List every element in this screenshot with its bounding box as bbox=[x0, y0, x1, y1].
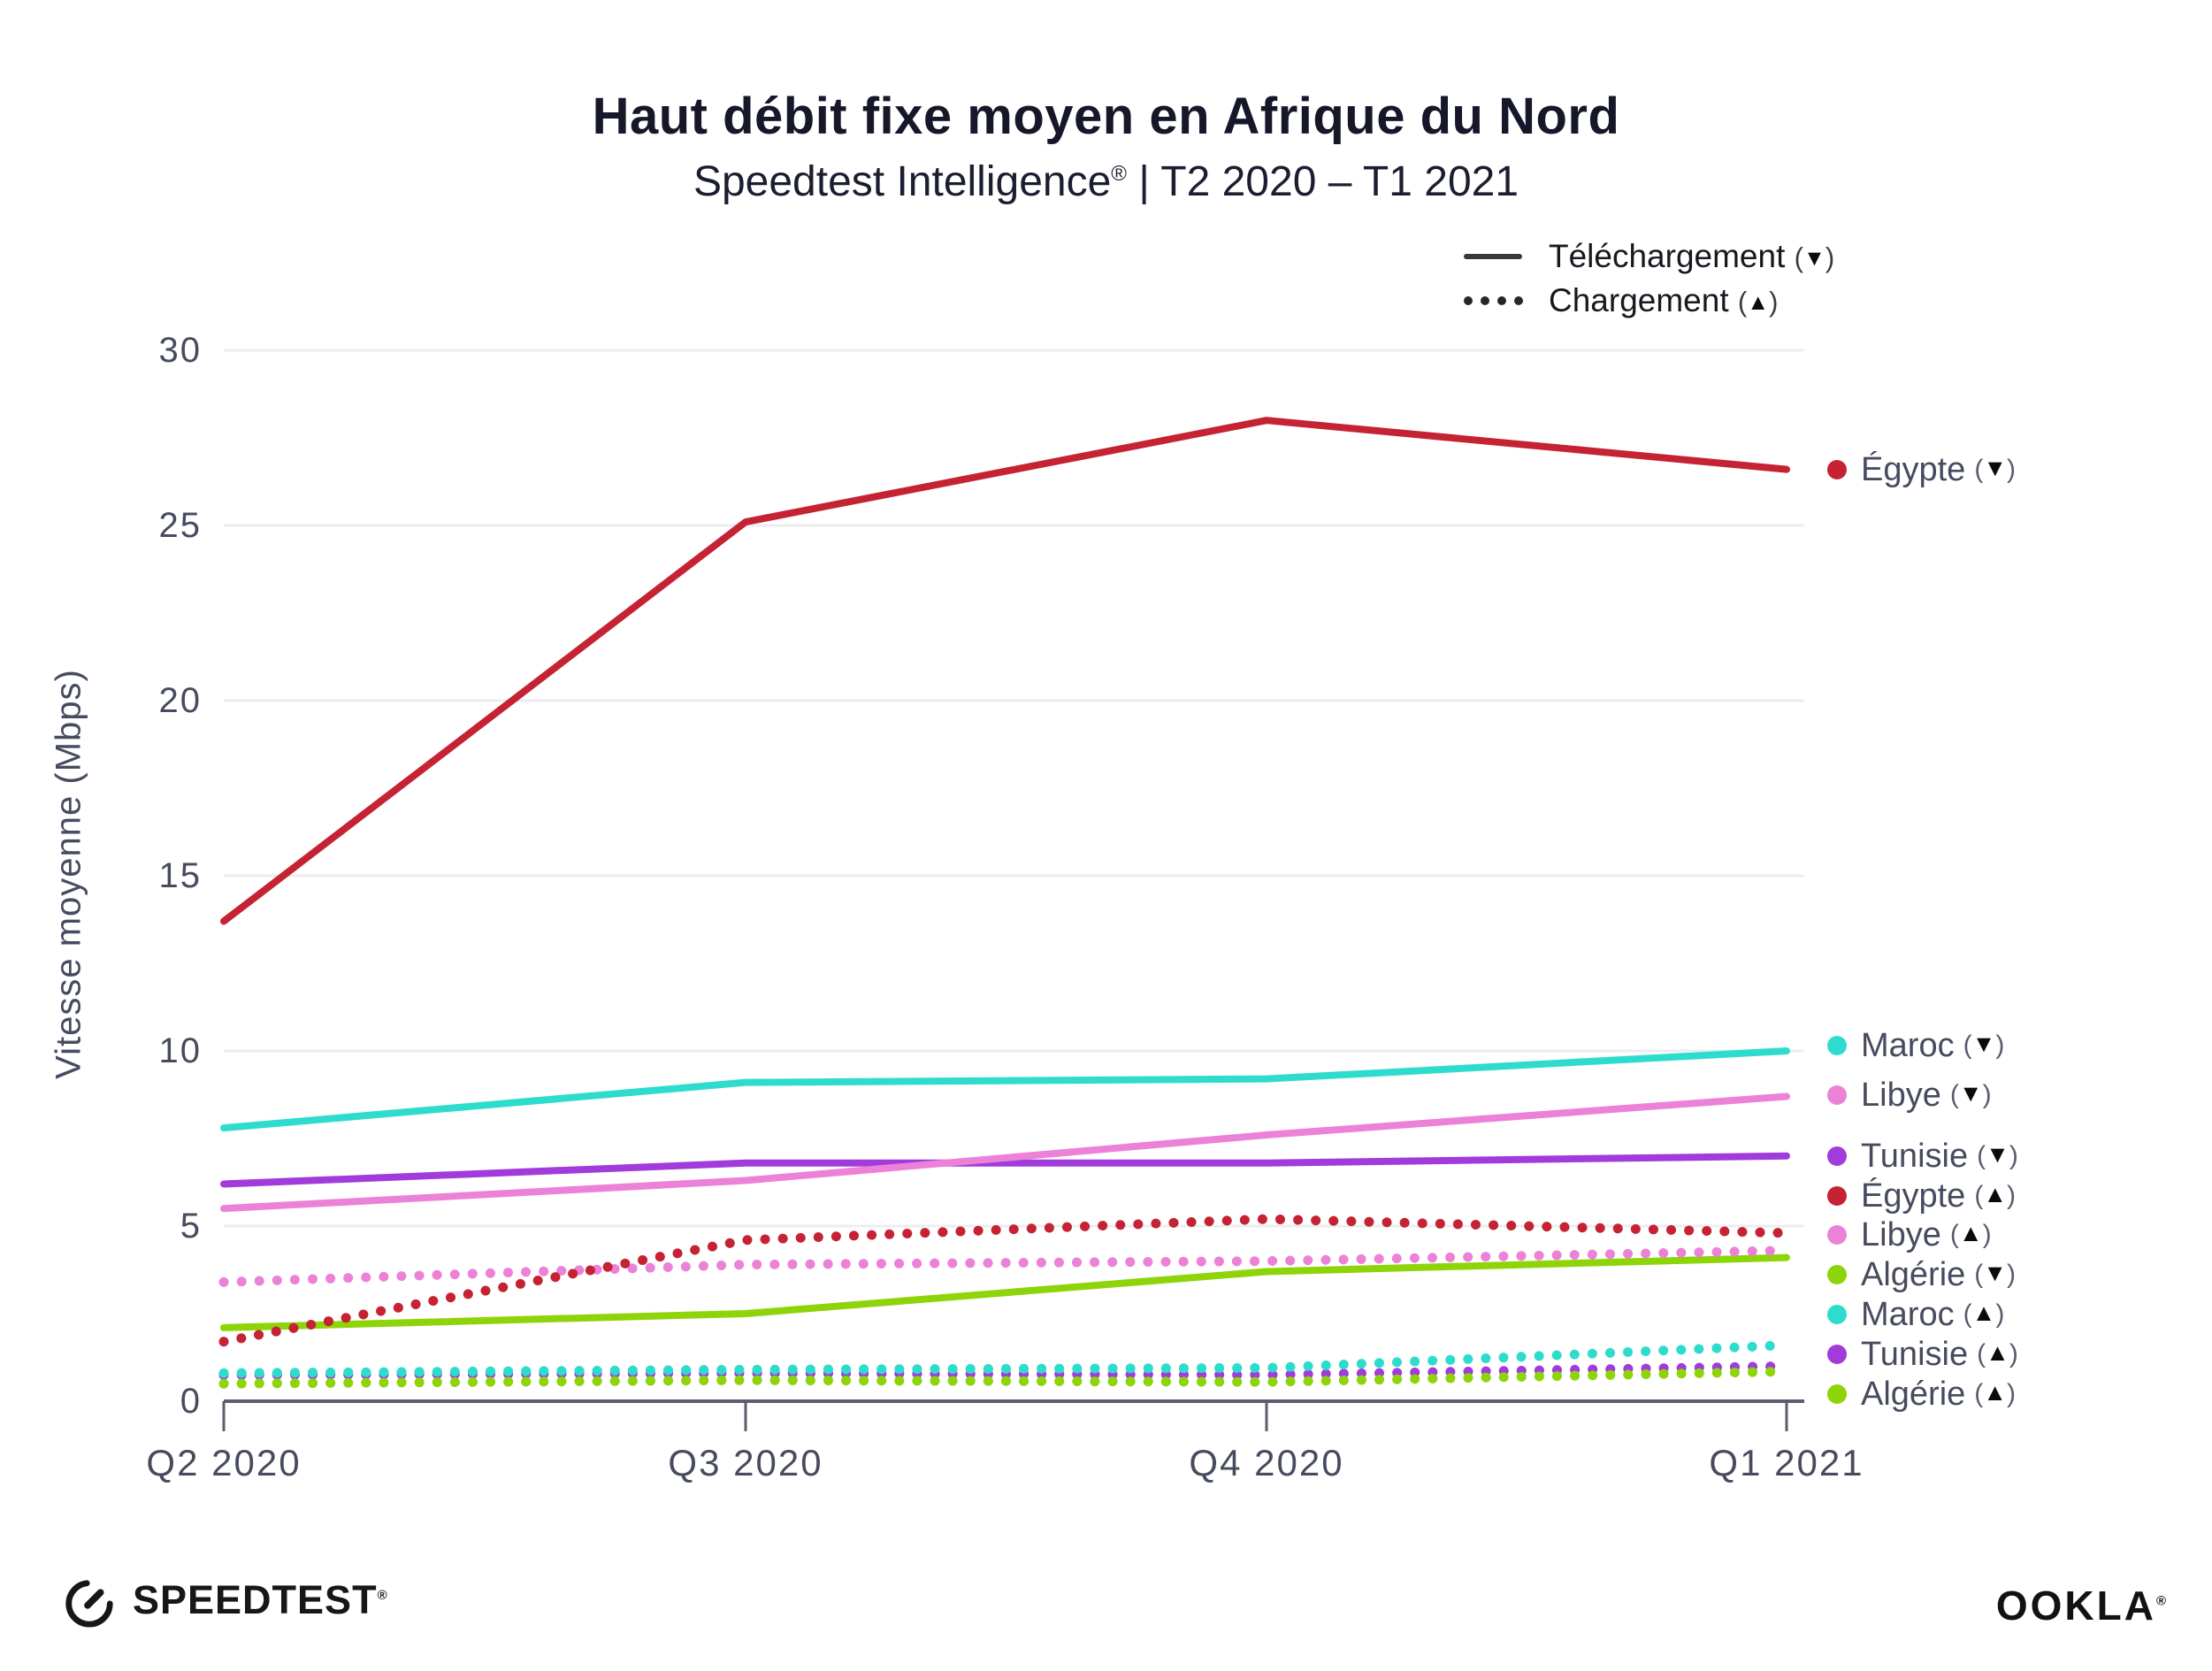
series-color-dot-icon bbox=[1827, 1085, 1847, 1105]
up-triangle-icon: ▲ bbox=[1971, 1299, 1996, 1326]
registered-mark: ® bbox=[377, 1588, 388, 1603]
x-tick-label: Q4 2020 bbox=[1189, 1442, 1344, 1483]
dotted-line-swatch-icon bbox=[1464, 296, 1523, 305]
series-label-libye: Libye(▼) bbox=[1827, 1070, 1992, 1120]
y-tick-label: 20 bbox=[158, 681, 202, 720]
down-triangle-icon: ▼ bbox=[1971, 1030, 1996, 1057]
legend-download-label: Téléchargement (▼) bbox=[1549, 238, 1835, 274]
series-label-maroc: Maroc(▲) bbox=[1827, 1290, 2004, 1339]
page-title: Haut débit fixe moyen en Afrique du Nord bbox=[592, 88, 1620, 145]
series-color-dot-icon bbox=[1827, 1146, 1847, 1166]
solid-line-swatch-icon bbox=[1464, 254, 1522, 259]
y-tick-label: 30 bbox=[158, 331, 202, 370]
up-triangle-icon: ▲ bbox=[1747, 290, 1770, 315]
series-line-libye-upload bbox=[218, 1246, 1792, 1287]
series-color-dot-icon bbox=[1827, 460, 1847, 479]
series-label-égypte: Égypte(▲) bbox=[1827, 1171, 2016, 1221]
series-label-libye: Libye(▲) bbox=[1827, 1210, 1992, 1260]
series-label-égypte: Égypte(▼) bbox=[1827, 445, 2016, 494]
speedtest-wordmark: SPEEDTEST® bbox=[133, 1577, 388, 1622]
series-line-algérie-upload bbox=[218, 1366, 1792, 1389]
series-color-dot-icon bbox=[1827, 1036, 1847, 1055]
y-tick-label: 15 bbox=[158, 856, 202, 895]
up-triangle-icon: ▲ bbox=[1983, 1180, 2008, 1207]
x-tick-label: Q2 2020 bbox=[146, 1442, 302, 1483]
ookla-logo: OOKLA® bbox=[1995, 1583, 2166, 1629]
up-triangle-icon: ▲ bbox=[1983, 1378, 2008, 1406]
down-triangle-icon: ▼ bbox=[1803, 246, 1825, 271]
x-tick-label: Q3 2020 bbox=[668, 1442, 823, 1483]
series-line-tunisie-upload bbox=[218, 1361, 1792, 1380]
page-subtitle: Speedtest Intelligence® | T2 2020 – T1 2… bbox=[0, 157, 2212, 206]
series-color-dot-icon bbox=[1827, 1305, 1847, 1324]
series-label-tunisie: Tunisie(▼) bbox=[1827, 1131, 2018, 1181]
series-label-algérie: Algérie(▲) bbox=[1827, 1369, 2016, 1419]
series-label-algérie: Algérie(▼) bbox=[1827, 1250, 2016, 1299]
down-triangle-icon: ▼ bbox=[1983, 1259, 2008, 1286]
series-line-maroc-upload bbox=[218, 1340, 1792, 1378]
series-label-text: Tunisie bbox=[1861, 1137, 1969, 1175]
series-label-maroc: Maroc(▼) bbox=[1827, 1021, 2004, 1070]
up-triangle-icon: ▲ bbox=[1986, 1338, 2009, 1366]
registered-mark: ® bbox=[1111, 162, 1127, 186]
series-label-text: Maroc bbox=[1861, 1295, 1955, 1333]
series-label-text: Égypte bbox=[1861, 450, 1966, 488]
speedtest-logo: SPEEDTEST® bbox=[62, 1573, 388, 1628]
series-color-dot-icon bbox=[1827, 1225, 1847, 1245]
series-label-text: Libye bbox=[1861, 1215, 1941, 1253]
series-color-dot-icon bbox=[1827, 1265, 1847, 1284]
y-tick-label: 25 bbox=[158, 506, 202, 545]
speedtest-gauge-icon bbox=[65, 1580, 113, 1628]
legend-row-upload: Chargement (▲) bbox=[1464, 281, 1834, 320]
legend: Téléchargement (▼) Chargement (▲) bbox=[1464, 237, 1834, 320]
legend-upload-label: Chargement (▲) bbox=[1549, 282, 1779, 318]
series-label-text: Tunisie bbox=[1861, 1335, 1969, 1373]
down-triangle-icon: ▼ bbox=[1958, 1079, 1983, 1107]
series-label-text: Algérie bbox=[1861, 1375, 1966, 1413]
series-label-text: Égypte bbox=[1861, 1177, 1966, 1215]
subtitle-brand: Speedtest Intelligence bbox=[693, 158, 1112, 205]
series-label-tunisie: Tunisie(▲) bbox=[1827, 1330, 2018, 1379]
series-line-algérie-download bbox=[220, 1253, 1790, 1331]
registered-mark: ® bbox=[2155, 1593, 2166, 1609]
series-label-text: Algérie bbox=[1861, 1255, 1966, 1293]
series-line-égypte-download bbox=[220, 417, 1790, 925]
series-label-text: Libye bbox=[1861, 1076, 1941, 1114]
up-triangle-icon: ▲ bbox=[1958, 1219, 1983, 1246]
x-tick-label: Q1 2021 bbox=[1709, 1442, 1864, 1483]
series-line-maroc-download bbox=[220, 1047, 1790, 1132]
subtitle-period: | T2 2020 – T1 2021 bbox=[1126, 158, 1519, 205]
down-triangle-icon: ▼ bbox=[1986, 1140, 2009, 1168]
series-line-libye-download bbox=[220, 1092, 1790, 1213]
series-line-égypte-upload bbox=[218, 1214, 1792, 1347]
series-color-dot-icon bbox=[1827, 1186, 1847, 1206]
legend-row-download: Téléchargement (▼) bbox=[1464, 237, 1834, 276]
y-tick-label: 5 bbox=[180, 1207, 202, 1246]
series-label-text: Maroc bbox=[1861, 1026, 1955, 1064]
series-color-dot-icon bbox=[1827, 1345, 1847, 1364]
y-tick-label: 0 bbox=[180, 1382, 202, 1421]
y-tick-label: 10 bbox=[158, 1031, 202, 1070]
series-line-tunisie-download bbox=[220, 1152, 1790, 1188]
down-triangle-icon: ▼ bbox=[1983, 454, 2008, 481]
series-color-dot-icon bbox=[1827, 1384, 1847, 1404]
